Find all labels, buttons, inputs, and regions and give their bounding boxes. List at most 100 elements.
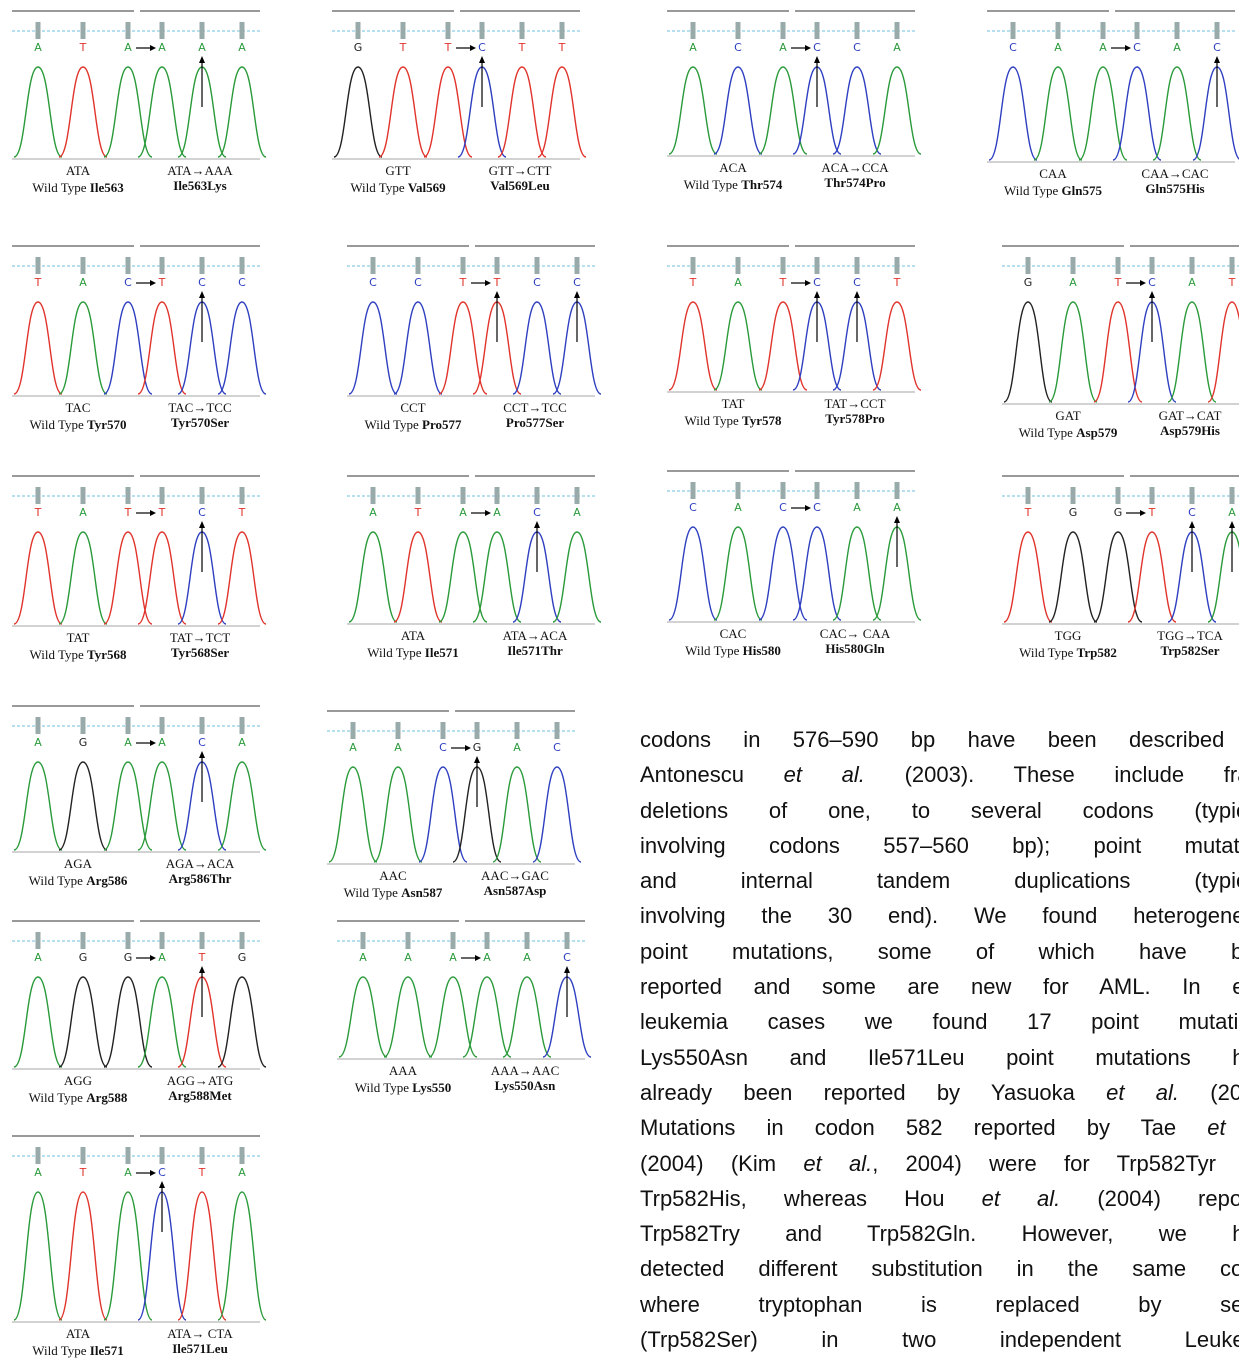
mutation: Lys550Asn [495,1078,556,1093]
base-tick [895,257,900,274]
residue: Tyr568 [87,647,127,662]
mutation: Ile571Thr [507,643,563,658]
base-tick [126,487,131,504]
base-tick [126,22,131,39]
arrow-head [574,291,580,298]
peak [394,302,442,394]
text-run: (2004) reported [1060,1186,1239,1211]
base-call: T [198,1166,206,1179]
wt-label: Wild Type Arg586 [29,873,128,888]
peak [513,302,561,394]
mutation: Ile563Lys [173,178,226,193]
peak [59,1192,107,1320]
base-tick [160,932,165,949]
base-tick [1026,257,1031,274]
base-call: G [79,951,88,964]
base-call: T [1228,276,1236,289]
mutation: Asp579His [1160,423,1220,438]
residue: Asn587 [401,885,443,900]
base-tick [1071,257,1076,274]
base-call: T [518,41,526,54]
chromatogram-panel: GTTCTTGTTWild Type Val569GTT→CTTVal569Le… [332,11,586,195]
base-call: C [439,741,447,754]
base-call: C [689,501,697,514]
base-tick [240,717,245,734]
residue: Arg588 [86,1090,128,1105]
text-run: deletions of one, to several codons (typ… [640,798,1239,823]
wt-codon: AAA [389,1063,418,1078]
text-line: and internal tandem duplications (typica… [640,863,1239,898]
peak [218,762,266,850]
base-call: C [553,741,561,754]
base-tick [126,257,131,274]
mutation: Arg588Met [168,1088,232,1103]
text-line: (2004) (Kim et al., 2004) were for Trp58… [640,1146,1239,1181]
base-tick [855,482,860,499]
base-call: A [493,506,501,519]
text-run: where tryptophan is replaced by serine [640,1292,1239,1317]
wild-type: Wild Type [684,177,739,192]
base-tick [1101,22,1106,39]
wt-label: Wild Type Ile563 [32,180,124,195]
base-tick [416,257,421,274]
wt-codon: GTT [385,163,410,178]
base-tick [240,1147,245,1164]
base-call: T [34,506,42,519]
mutation: Ile571Leu [172,1341,228,1356]
wt-label: Wild Type Lys550 [355,1080,452,1095]
peak [1049,302,1097,402]
base-call: A [573,506,581,519]
arrow-head [805,45,811,51]
base-tick [396,722,401,739]
wt-codon: CAC [720,626,747,641]
arrow-head [534,521,540,528]
base-tick [475,722,480,739]
base-tick [160,257,165,274]
base-call: C [198,276,206,289]
base-call: A [1054,41,1062,54]
peak [14,302,62,394]
peak [1049,532,1097,622]
base-tick [781,22,786,39]
base-call: A [734,501,742,514]
base-call: A [124,41,132,54]
base-tick [36,257,41,274]
base-tick [815,22,820,39]
base-tick [1190,487,1195,504]
base-call: A [1228,506,1236,519]
mut-codon: ATA→ACA [503,628,568,643]
base-call: C [563,951,571,964]
base-call: C [158,1166,166,1179]
wt-codon: ATA [401,628,426,643]
peak [873,67,921,154]
mut-codon: AAC→GAC [481,868,549,883]
base-tick [560,22,565,39]
peak [384,977,432,1057]
base-call: A [893,501,901,514]
wild-type: Wild Type [32,1343,87,1358]
wild-type: Wild Type [344,885,399,900]
wt-label: Wild Type Ile571 [367,645,459,660]
base-tick [815,482,820,499]
base-call: C [1148,276,1156,289]
peak [553,532,601,622]
wt-codon: AGG [64,1073,92,1088]
base-tick [126,717,131,734]
base-call: G [1069,506,1078,519]
wild-type: Wild Type [684,413,739,428]
base-tick [160,1147,165,1164]
wt-label: Wild Type Thr574 [684,177,783,192]
wt-codon: TAT [722,396,745,411]
base-call: A [124,736,132,749]
peak [14,67,62,157]
base-tick [1056,22,1061,39]
base-call: T [689,276,697,289]
text-run: involving codons 557–560 bp); point muta… [640,833,1239,858]
text-line: reported and some are new for AML. In ei… [640,969,1239,1004]
text-run: detected different substitution in the s… [640,1256,1239,1281]
chromatogram-panel: ACACCAACAWild Type Thr574ACA→CCAThr574Pr… [667,11,921,192]
mutation: His580Gln [825,641,885,656]
peak [793,527,841,620]
